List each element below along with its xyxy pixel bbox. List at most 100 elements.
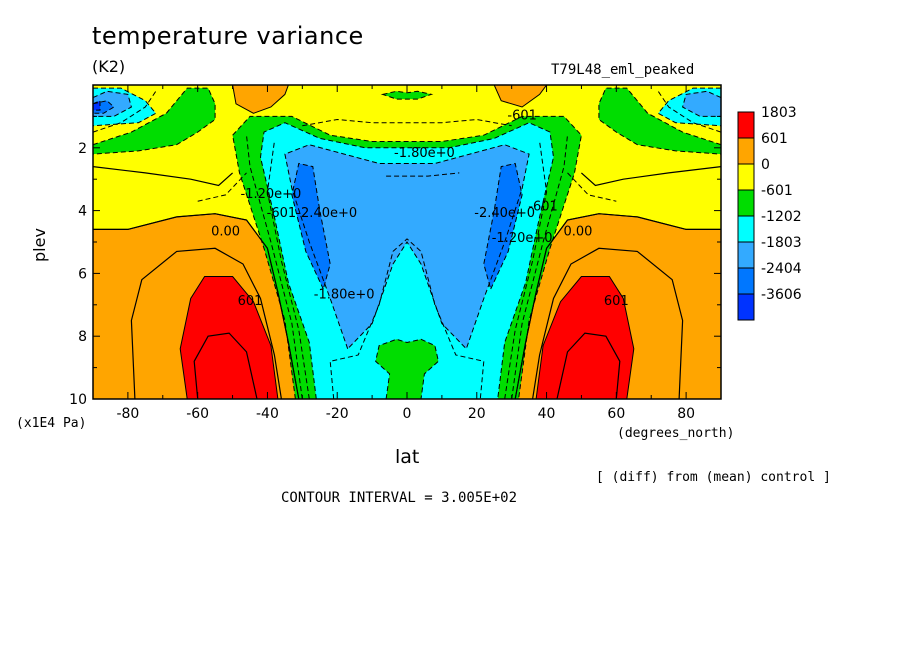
contour-label-1: -1.80e+0	[394, 146, 455, 161]
contour-edge-neg1202-1	[657, 87, 721, 127]
colorbar-swatch-2	[737, 163, 755, 191]
diff-note: [ (diff) from (mean) control ]	[596, 470, 831, 485]
x-tick-label-4: 0	[403, 406, 412, 422]
y-tick-label-3: 8	[78, 329, 87, 345]
contour-edge-neg601-1	[598, 87, 721, 155]
x-tick-label-5: 20	[468, 406, 486, 422]
colorbar-swatch-0	[737, 111, 755, 139]
contour-edge-neg2404-0	[93, 100, 115, 114]
contour-label-5: -1.20e+0	[241, 187, 302, 202]
y-tick-label-0: 2	[78, 141, 87, 157]
y-axis-units: (x1E4 Pa)	[16, 416, 87, 431]
colorbar-swatch-6	[737, 267, 755, 295]
contour-edge-neg2404-1	[291, 162, 331, 291]
x-axis-units: (degrees_north)	[617, 426, 735, 441]
colorbar-swatch-1	[737, 137, 755, 165]
contour-band-neg1803-1	[682, 91, 721, 117]
contour-label-6: -601	[267, 206, 297, 221]
chart-title: temperature variance	[92, 22, 364, 50]
colorbar-label-7: -3606	[761, 287, 802, 303]
contour-line-0	[93, 213, 300, 399]
contour-label-11: 601	[238, 294, 263, 309]
contour-edge-neg1202-2	[259, 122, 555, 399]
x-tick-label-2: -40	[256, 406, 279, 422]
contour-line-1	[514, 213, 721, 399]
contour-band-neg601-1	[598, 88, 721, 155]
contour-band-neg1803-2	[284, 144, 530, 349]
x-tick-label-0: -80	[116, 406, 139, 422]
contour-band-neg2404-2	[483, 163, 523, 290]
colorbar-label-4: -1202	[761, 209, 802, 225]
colorbar-label-0: 1803	[761, 105, 797, 121]
contour-edge-neg601-0	[93, 87, 216, 155]
contour-line-12	[504, 141, 548, 399]
x-tick-label-7: 60	[607, 406, 625, 422]
y-tick-label-2: 6	[78, 266, 87, 282]
contour-line-8	[386, 172, 460, 177]
contour-label-4: -1.80e+0	[314, 288, 375, 303]
contour-band-pos601-2	[232, 85, 289, 114]
contour-label-3: -2.40e+0	[474, 206, 535, 221]
contour-line-14	[302, 118, 512, 127]
contour-edge-eqneggreen-0	[375, 338, 439, 399]
contour-band-pos1803-1	[536, 276, 634, 399]
contour-label-9: 0.00	[211, 225, 240, 240]
contour-line-11	[266, 141, 310, 399]
contour-edge-neg2404-2	[483, 162, 523, 291]
contour-edge-pos601-3	[493, 85, 548, 108]
contour-label-8: -601	[528, 200, 558, 215]
contour-line-5	[556, 332, 621, 399]
contour-edge-neg3606-0	[93, 99, 101, 111]
colorbar-label-2: 0	[761, 157, 770, 173]
contour-line-4	[193, 332, 258, 399]
colorbar-label-5: -1803	[761, 235, 802, 251]
contour-edge-neg1803-0	[93, 90, 132, 117]
contour-label-7: -1.20e+0	[492, 231, 553, 246]
contour-edge-neg1202-0	[93, 87, 157, 127]
contour-band-pos1803-0	[180, 276, 278, 399]
colorbar-swatch-3	[737, 189, 755, 217]
x-axis-label: lat	[395, 446, 420, 468]
chart-units: (K2)	[92, 57, 126, 76]
contour-label-10: 0.00	[563, 225, 592, 240]
run-name: T79L48_eml_peaked	[551, 62, 695, 78]
x-tick-label-1: -60	[186, 406, 209, 422]
contour-interval: CONTOUR INTERVAL = 3.005E+02	[281, 490, 518, 506]
contour-line-13	[329, 238, 485, 399]
contour-edge-pos601-2	[232, 85, 289, 114]
contour-line-6	[93, 166, 234, 187]
contour-band-pos601-3	[494, 85, 547, 107]
x-tick-label-6: 40	[538, 406, 556, 422]
contour-band-eqneggreen-1	[382, 91, 432, 100]
colorbar-swatch-7	[737, 293, 755, 321]
colorbar-label-1: 601	[761, 131, 788, 147]
contour-line-3	[532, 247, 684, 399]
contour-line-2	[130, 247, 282, 399]
contour-edge-eqneggreen-1	[380, 90, 434, 100]
colorbar-swatch-4	[737, 215, 755, 243]
contour-label-2: -2.40e+0	[296, 206, 357, 221]
x-tick-label-3: -20	[326, 406, 349, 422]
contour-edge-neg601-2	[232, 115, 582, 399]
contour-edge-neg1803-2	[284, 144, 530, 350]
colorbar-label-6: -2404	[761, 261, 802, 277]
contour-line-7	[580, 166, 721, 187]
colorbar-swatch-5	[737, 241, 755, 269]
contour-line-16	[657, 91, 721, 133]
contour-line-17	[197, 172, 247, 202]
colorbar-label-3: -601	[761, 183, 793, 199]
y-tick-label-4: 10	[69, 392, 87, 408]
contour-line-9	[246, 135, 303, 399]
contour-line-10	[511, 135, 568, 399]
contour-line-18	[567, 172, 617, 202]
contour-edge-pos1803-0	[179, 276, 279, 399]
contour-label-12: 601	[604, 294, 629, 309]
contour-band-neg601-0	[93, 88, 216, 155]
x-tick-label-8: 80	[677, 406, 695, 422]
contour-label-0: -601	[507, 109, 537, 124]
contour-band-neg2404-1	[291, 163, 331, 290]
contour-edge-neg1803-1	[682, 90, 721, 117]
contour-edge-pos1803-1	[535, 276, 635, 399]
